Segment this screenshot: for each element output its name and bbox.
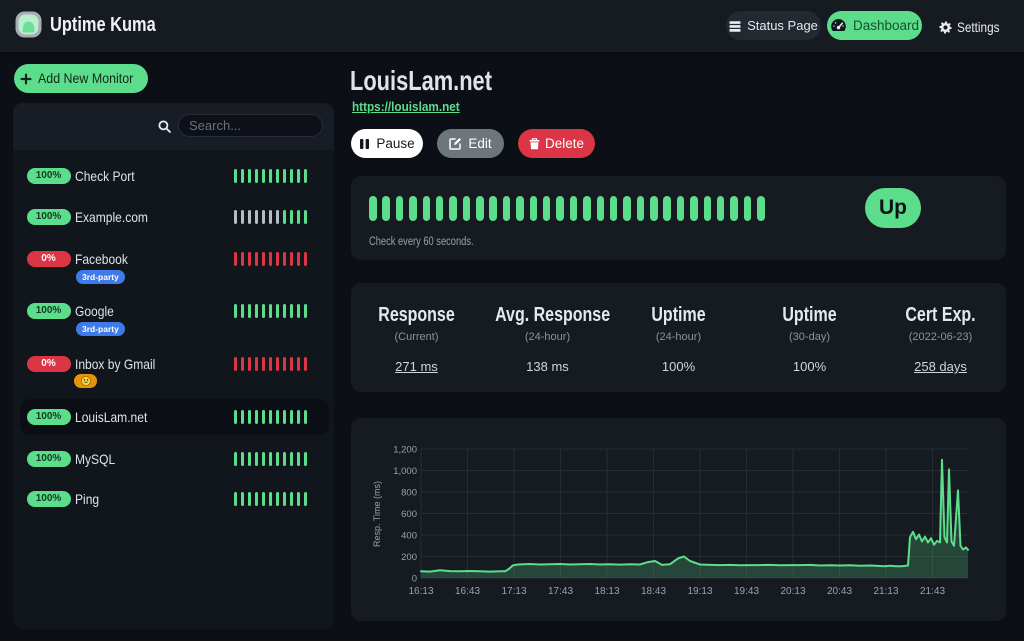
- svg-text:800: 800: [401, 487, 417, 498]
- svg-text:0: 0: [412, 573, 417, 584]
- svg-text:17:43: 17:43: [548, 586, 573, 597]
- svg-text:Resp. Time (ms): Resp. Time (ms): [372, 481, 382, 547]
- svg-text:21:43: 21:43: [920, 586, 945, 597]
- svg-text:18:13: 18:13: [594, 586, 619, 597]
- svg-text:16:13: 16:13: [408, 586, 433, 597]
- svg-text:19:13: 19:13: [687, 586, 712, 597]
- svg-text:400: 400: [401, 530, 417, 541]
- svg-text:19:43: 19:43: [734, 586, 759, 597]
- svg-text:200: 200: [401, 552, 417, 563]
- svg-text:17:13: 17:13: [501, 586, 526, 597]
- svg-text:600: 600: [401, 509, 417, 520]
- svg-text:1,200: 1,200: [393, 444, 417, 455]
- svg-text:20:13: 20:13: [780, 586, 805, 597]
- svg-text:1,000: 1,000: [393, 466, 417, 477]
- svg-text:20:43: 20:43: [827, 586, 852, 597]
- svg-text:18:43: 18:43: [641, 586, 666, 597]
- svg-text:16:43: 16:43: [455, 586, 480, 597]
- svg-text:21:13: 21:13: [873, 586, 898, 597]
